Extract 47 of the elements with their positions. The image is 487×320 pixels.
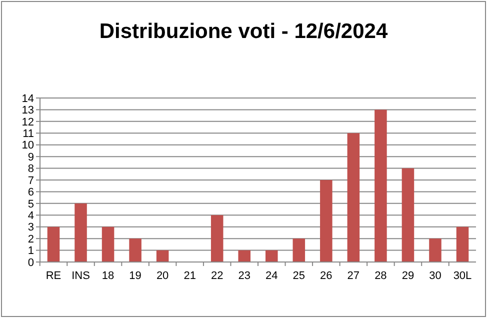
- y-tick-label: 5: [28, 198, 34, 210]
- x-tick-label: 23: [238, 270, 250, 282]
- y-tick-label: 4: [28, 210, 34, 222]
- x-tick-label: 30L: [453, 270, 472, 282]
- bar: [74, 203, 87, 262]
- x-tick-label: 18: [102, 270, 114, 282]
- y-tick-label: 7: [28, 174, 34, 187]
- x-tick-label: RE: [46, 270, 62, 282]
- x-tick-label: 19: [129, 270, 142, 282]
- y-tick-label: 12: [22, 116, 34, 128]
- x-tick-label: 25: [292, 270, 306, 282]
- bar: [292, 238, 306, 262]
- y-tick-label: 11: [22, 128, 34, 140]
- bar: [374, 110, 387, 262]
- bar: [429, 238, 442, 262]
- y-tick-label: 2: [28, 233, 34, 246]
- x-tick-label: 24: [266, 270, 278, 282]
- bar: [156, 250, 169, 262]
- bar: [47, 226, 60, 262]
- y-tick-label: 9: [28, 151, 34, 164]
- bar: [238, 250, 250, 262]
- x-tick-label: 21: [184, 270, 196, 282]
- x-tick-label: 28: [374, 270, 387, 282]
- y-tick-label: 0: [28, 256, 34, 269]
- x-tick-label: 27: [347, 270, 360, 282]
- x-tick-label: 20: [156, 270, 169, 282]
- bar: [129, 238, 142, 262]
- bar: [320, 180, 332, 262]
- y-tick-label: 8: [28, 163, 34, 176]
- y-tick-label: 13: [22, 104, 34, 117]
- bar: [456, 226, 469, 262]
- y-tick-label: 10: [22, 140, 34, 152]
- x-tick-label: 29: [402, 270, 414, 282]
- y-tick-label: 1: [28, 245, 34, 258]
- y-tick-label: 3: [28, 222, 34, 234]
- y-tick-label: 14: [22, 92, 34, 105]
- x-tick-label: 30: [429, 270, 442, 282]
- x-tick-label: INS: [72, 270, 90, 282]
- bar: [347, 133, 360, 262]
- y-tick-label: 6: [28, 186, 34, 199]
- chart-title: Distribuzione voti - 12/6/2024: [99, 20, 388, 43]
- bar: [266, 250, 278, 262]
- bar: [210, 215, 224, 262]
- x-tick-label: 26: [320, 270, 332, 282]
- bar: [402, 168, 414, 262]
- bar: [102, 226, 114, 262]
- x-tick-label: 22: [210, 270, 224, 282]
